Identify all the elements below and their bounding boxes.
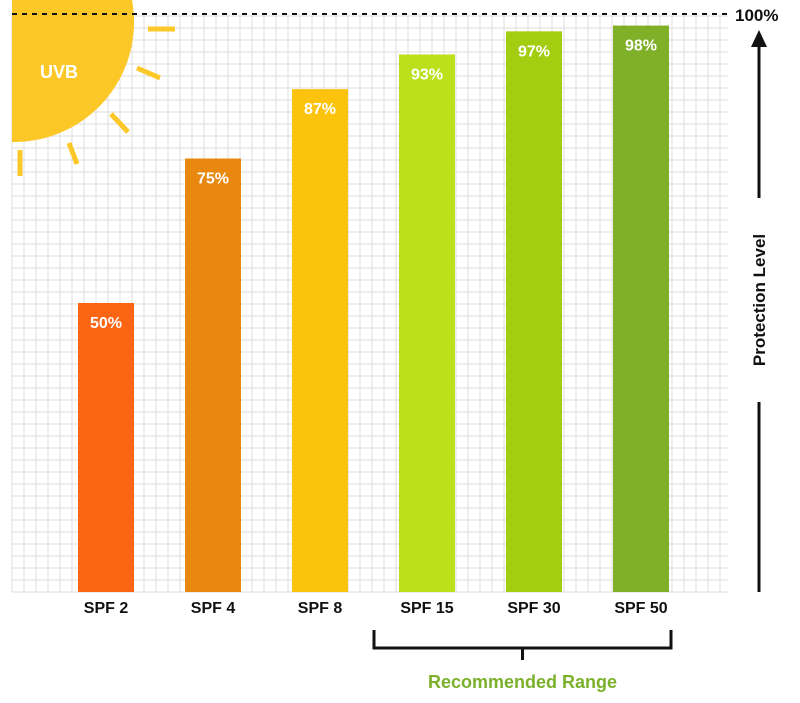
bar — [613, 25, 669, 593]
sun-icon: UVB — [12, 0, 175, 176]
x-tick-labels: SPF 2 SPF 4 SPF 8 SPF 15 SPF 30 SPF 50 — [84, 600, 668, 617]
x-tick-label: SPF 30 — [507, 600, 560, 617]
bar — [78, 303, 134, 592]
protection-axis-arrow — [751, 30, 767, 592]
bar-value-label: 97% — [518, 43, 550, 60]
x-tick-label: SPF 8 — [298, 600, 343, 617]
bar-value-labels: 50% 75% 87% 93% 97% 98% — [90, 38, 657, 332]
bar — [185, 158, 241, 592]
x-tick-label: SPF 50 — [614, 600, 667, 617]
arrow-head-icon — [751, 30, 767, 47]
y-axis-title: Protection Level — [750, 234, 769, 366]
bar — [292, 89, 348, 592]
x-tick-label: SPF 4 — [191, 600, 236, 617]
bar-value-label: 98% — [625, 38, 657, 55]
sun-ray — [109, 112, 130, 134]
bars — [78, 25, 669, 593]
max-value-label: 100% — [735, 6, 778, 25]
sun-label: UVB — [40, 62, 78, 82]
recommended-range-label: Recommended Range — [428, 672, 617, 692]
bar-value-label: 93% — [411, 66, 443, 83]
sun-disc — [12, 0, 135, 143]
sun-ray — [66, 142, 80, 165]
x-tick-label: SPF 2 — [84, 600, 129, 617]
bar-value-label: 75% — [197, 171, 229, 188]
bar — [399, 54, 455, 592]
sun-rays — [17, 26, 175, 176]
x-tick-label: SPF 15 — [400, 600, 453, 617]
sun-ray — [136, 65, 161, 81]
bar — [506, 31, 562, 592]
bar-value-label: 87% — [304, 101, 336, 118]
bar-value-label: 50% — [90, 315, 122, 332]
recommended-range-bracket — [372, 630, 673, 660]
